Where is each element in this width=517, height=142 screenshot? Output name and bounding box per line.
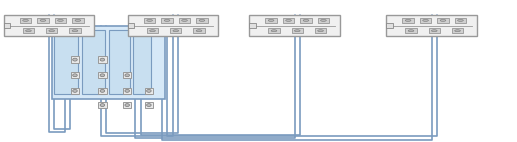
Ellipse shape	[100, 104, 104, 106]
Ellipse shape	[26, 30, 32, 32]
Bar	[455, 18, 466, 23]
Bar	[109, 30, 130, 94]
Bar	[179, 18, 190, 23]
Bar	[98, 102, 107, 108]
Bar	[72, 18, 84, 23]
Bar	[128, 23, 134, 28]
Ellipse shape	[23, 19, 28, 21]
Bar	[54, 30, 78, 94]
Bar	[4, 15, 94, 36]
Bar	[82, 30, 105, 94]
Bar	[123, 88, 131, 94]
Ellipse shape	[75, 19, 81, 21]
Bar	[20, 18, 31, 23]
Bar	[147, 28, 158, 33]
Bar	[37, 18, 49, 23]
Bar	[196, 18, 208, 23]
Ellipse shape	[147, 104, 151, 106]
Ellipse shape	[196, 30, 202, 32]
Ellipse shape	[268, 19, 274, 21]
Ellipse shape	[408, 30, 414, 32]
Ellipse shape	[125, 104, 129, 106]
Bar	[300, 18, 312, 23]
Ellipse shape	[72, 30, 78, 32]
Ellipse shape	[147, 19, 153, 21]
Ellipse shape	[150, 30, 156, 32]
Ellipse shape	[173, 30, 179, 32]
Bar	[98, 57, 107, 63]
Bar	[71, 57, 79, 63]
Bar	[4, 23, 10, 28]
Ellipse shape	[286, 19, 292, 21]
Bar	[405, 28, 417, 33]
Bar	[292, 28, 303, 33]
Bar	[265, 18, 277, 23]
Bar	[144, 18, 155, 23]
Bar	[71, 72, 79, 79]
Ellipse shape	[455, 30, 460, 32]
Bar	[98, 88, 107, 94]
Bar	[52, 26, 165, 99]
Bar	[123, 102, 131, 108]
Ellipse shape	[405, 19, 411, 21]
Ellipse shape	[100, 89, 104, 92]
Ellipse shape	[125, 89, 129, 92]
Bar	[133, 30, 151, 94]
Ellipse shape	[458, 19, 463, 21]
Ellipse shape	[199, 19, 205, 21]
Ellipse shape	[271, 30, 277, 32]
Ellipse shape	[49, 30, 55, 32]
Bar	[452, 28, 463, 33]
Bar	[69, 28, 81, 33]
Bar	[128, 15, 218, 36]
Bar	[386, 15, 477, 36]
Bar	[145, 88, 153, 94]
Bar	[145, 102, 153, 108]
Ellipse shape	[57, 19, 63, 21]
Bar	[98, 72, 107, 79]
Bar	[437, 18, 449, 23]
Bar	[283, 18, 294, 23]
Bar	[71, 88, 79, 94]
Ellipse shape	[73, 89, 77, 92]
Bar	[268, 28, 280, 33]
Ellipse shape	[164, 19, 170, 21]
Bar	[46, 28, 57, 33]
Ellipse shape	[40, 19, 46, 21]
Bar	[123, 72, 131, 79]
Bar	[315, 28, 326, 33]
Ellipse shape	[100, 74, 104, 77]
Bar	[55, 18, 66, 23]
Bar	[249, 15, 340, 36]
Ellipse shape	[147, 89, 151, 92]
Ellipse shape	[294, 30, 300, 32]
Ellipse shape	[431, 30, 437, 32]
Ellipse shape	[181, 19, 187, 21]
Ellipse shape	[321, 19, 326, 21]
Bar	[386, 23, 393, 28]
Bar	[318, 18, 329, 23]
Ellipse shape	[73, 74, 77, 77]
Bar	[170, 28, 181, 33]
Ellipse shape	[303, 19, 309, 21]
Bar	[161, 18, 173, 23]
Ellipse shape	[440, 19, 446, 21]
Ellipse shape	[73, 58, 77, 61]
Bar	[420, 18, 431, 23]
Ellipse shape	[423, 19, 429, 21]
Bar	[429, 28, 440, 33]
Ellipse shape	[125, 74, 129, 77]
Ellipse shape	[100, 58, 104, 61]
Bar	[402, 18, 414, 23]
Bar	[23, 28, 34, 33]
Bar	[193, 28, 205, 33]
Ellipse shape	[317, 30, 324, 32]
Bar	[249, 23, 255, 28]
